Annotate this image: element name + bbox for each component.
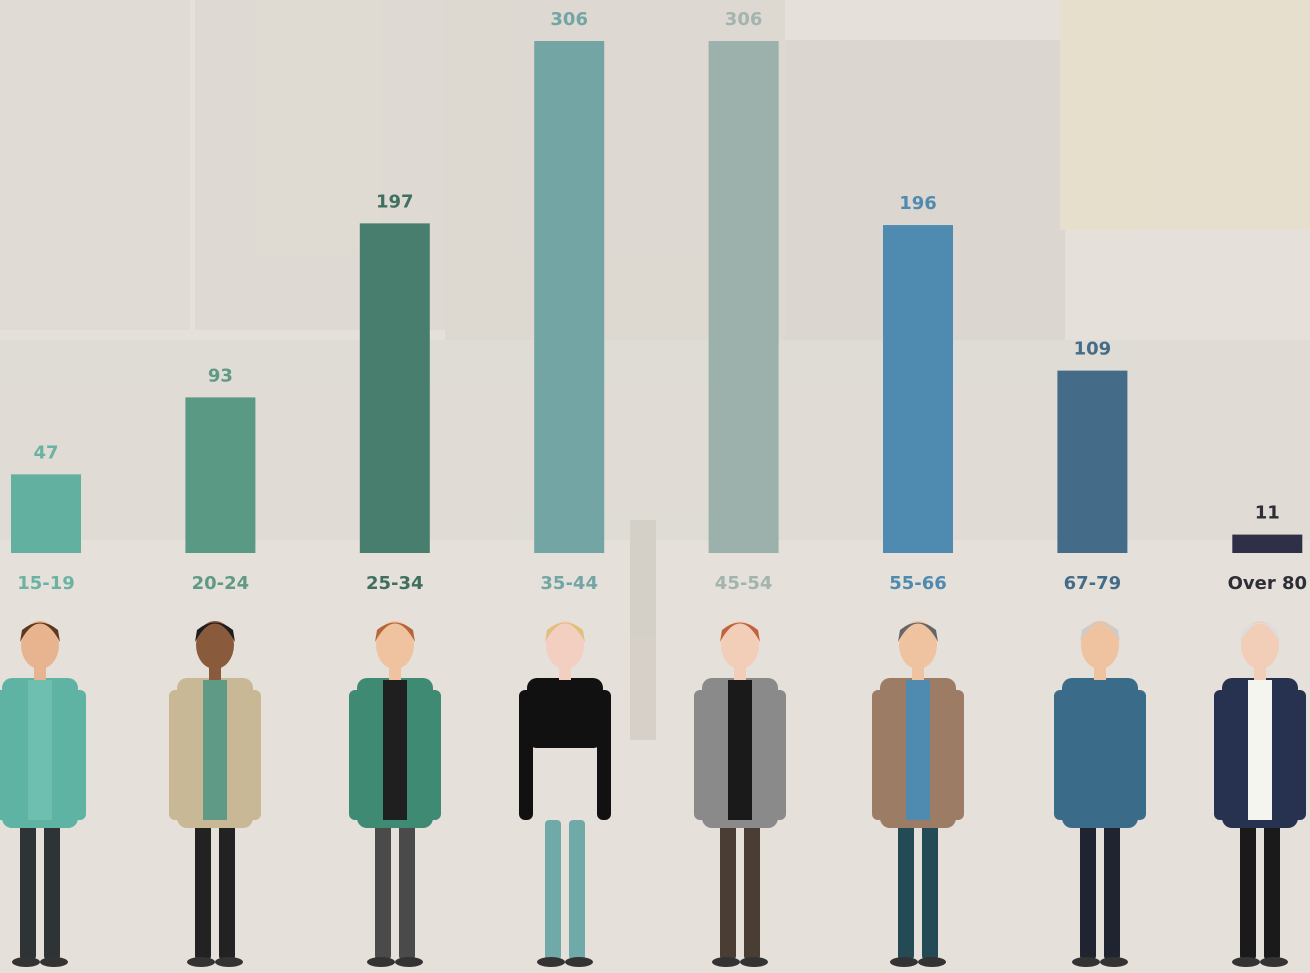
person-leg xyxy=(898,820,914,960)
person-hair xyxy=(1080,622,1120,642)
person-shoe xyxy=(890,957,918,967)
person-leg xyxy=(195,820,211,960)
person-shoe xyxy=(187,957,215,967)
person-shoe xyxy=(740,957,768,967)
person-leg xyxy=(375,820,391,960)
bar xyxy=(185,397,256,553)
person-leg xyxy=(545,820,561,960)
bar xyxy=(534,41,605,553)
value-label: 11 xyxy=(1255,503,1280,524)
person-leg xyxy=(399,820,415,960)
person xyxy=(1214,621,1306,967)
person xyxy=(1054,621,1146,967)
bar xyxy=(883,225,953,553)
person-shoe xyxy=(215,957,243,967)
person-hair xyxy=(375,622,415,642)
category-label: 35-44 xyxy=(540,573,598,594)
bar xyxy=(359,223,430,553)
value-label: 109 xyxy=(1074,339,1112,360)
person-head xyxy=(1241,621,1279,669)
value-label: 47 xyxy=(33,442,58,463)
person-inner xyxy=(553,680,577,748)
person-shoe xyxy=(40,957,68,967)
person xyxy=(349,621,441,967)
person-shoe xyxy=(1100,957,1128,967)
person-head xyxy=(21,621,59,669)
person-shoe xyxy=(712,957,740,967)
person-inner xyxy=(728,680,752,820)
person-shoe xyxy=(395,957,423,967)
person-head xyxy=(899,621,937,669)
person xyxy=(0,621,86,967)
person-inner xyxy=(906,680,930,820)
bar xyxy=(1232,534,1303,553)
person-head xyxy=(546,621,584,669)
person-leg xyxy=(1264,820,1280,960)
value-label: 197 xyxy=(376,191,414,212)
person-inner xyxy=(203,680,227,820)
person-leg xyxy=(720,820,736,960)
bar xyxy=(1057,370,1128,553)
category-label: 55-66 xyxy=(889,573,947,594)
value-label: 93 xyxy=(208,365,233,386)
person-hair xyxy=(898,622,938,642)
person-leg xyxy=(569,820,585,960)
category-label: 20-24 xyxy=(192,573,250,594)
person-shoe xyxy=(367,957,395,967)
person-leg xyxy=(20,820,36,960)
category-label: 67-79 xyxy=(1064,573,1122,594)
person-leg xyxy=(1240,820,1256,960)
person-head xyxy=(196,621,234,669)
person-hair xyxy=(1240,622,1280,642)
person-shoe xyxy=(1260,957,1288,967)
category-label: 45-54 xyxy=(715,573,773,594)
person-shoe xyxy=(1232,957,1260,967)
person-head xyxy=(721,621,759,669)
person-shoe xyxy=(537,957,565,967)
bar xyxy=(11,474,81,553)
person-inner xyxy=(1088,680,1112,820)
person-head xyxy=(376,621,414,669)
category-label: 25-34 xyxy=(366,573,424,594)
person-shoe xyxy=(918,957,946,967)
value-label: 306 xyxy=(725,9,763,30)
person-inner xyxy=(1248,680,1272,820)
category-label: 15-19 xyxy=(17,573,75,594)
person-hair xyxy=(20,622,60,642)
person xyxy=(694,621,786,967)
person-hair xyxy=(720,622,760,642)
bar xyxy=(708,41,779,553)
person-leg xyxy=(1104,820,1120,960)
person-hair xyxy=(545,622,585,642)
person-inner xyxy=(28,680,52,820)
person-shoe xyxy=(1072,957,1100,967)
value-label: 196 xyxy=(899,193,937,214)
person-leg xyxy=(44,820,60,960)
person xyxy=(519,621,611,967)
person-leg xyxy=(744,820,760,960)
person-leg xyxy=(1080,820,1096,960)
person-leg xyxy=(922,820,938,960)
category-label: Over 80 xyxy=(1228,573,1307,594)
person xyxy=(169,621,261,967)
person xyxy=(872,621,964,967)
person-head xyxy=(1081,621,1119,669)
person-shoe xyxy=(12,957,40,967)
person-shoe xyxy=(565,957,593,967)
value-label: 306 xyxy=(550,9,588,30)
person-hair xyxy=(195,622,235,642)
person-leg xyxy=(219,820,235,960)
person-inner xyxy=(383,680,407,820)
